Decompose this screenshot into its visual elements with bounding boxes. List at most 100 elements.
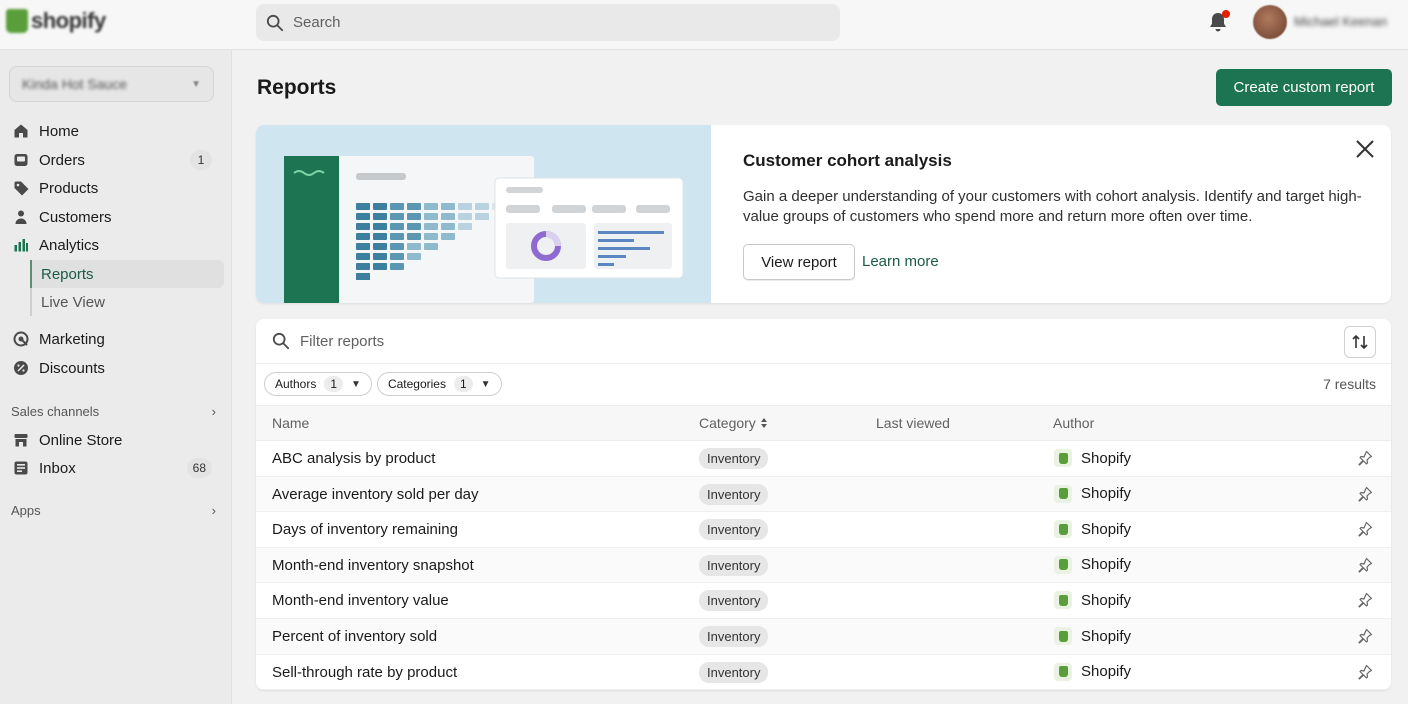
pin-icon[interactable] bbox=[1357, 486, 1373, 502]
heatmap-cell bbox=[373, 203, 387, 210]
caret-down-icon: ▼ bbox=[480, 378, 491, 390]
sidebar-item-products[interactable]: Products bbox=[0, 174, 224, 202]
filter-reports-input[interactable]: Filter reports bbox=[256, 319, 1391, 364]
pin-icon[interactable] bbox=[1357, 557, 1373, 573]
table-row[interactable]: Month-end inventory value Inventory Shopif… bbox=[256, 583, 1391, 619]
shopify-icon bbox=[1054, 520, 1072, 539]
apps-section[interactable]: Apps › bbox=[11, 503, 216, 518]
table-row[interactable]: Percent of inventory sold Inventory Shopif… bbox=[256, 619, 1391, 655]
reports-card: Filter reports Authors 1 ▼ Categories 1 … bbox=[256, 319, 1391, 690]
sidebar-item-label: Marketing bbox=[39, 330, 105, 348]
banner-title: Customer cohort analysis bbox=[743, 151, 952, 170]
logo-text: shopify bbox=[31, 8, 106, 33]
report-name-link[interactable]: Month-end inventory value bbox=[272, 592, 449, 610]
heatmap-cell bbox=[390, 213, 404, 220]
discount-icon bbox=[12, 359, 30, 377]
pin-icon[interactable] bbox=[1357, 628, 1373, 644]
sidebar-item-orders[interactable]: Orders 1 bbox=[0, 146, 224, 174]
column-header-category[interactable]: Category bbox=[699, 415, 768, 431]
inbox-icon bbox=[12, 459, 30, 477]
heatmap-cell bbox=[373, 253, 387, 260]
sidebar-item-live-view[interactable]: Live View bbox=[30, 288, 224, 316]
heatmap-cell bbox=[407, 213, 421, 220]
table-row[interactable]: Month-end inventory snapshot Inventory Sho… bbox=[256, 547, 1391, 584]
report-name-link[interactable]: ABC analysis by product bbox=[272, 450, 436, 467]
sidebar-item-customers[interactable]: Customers bbox=[0, 203, 224, 231]
heatmap-cell bbox=[390, 263, 404, 270]
sidebar-item-inbox[interactable]: Inbox 68 bbox=[0, 454, 224, 482]
column-header-name[interactable]: Name bbox=[272, 415, 310, 431]
heatmap-cell bbox=[356, 243, 370, 250]
author-cell: Shopify bbox=[1054, 484, 1131, 503]
category-badge: Inventory bbox=[699, 448, 769, 469]
orders-count-badge: 1 bbox=[190, 150, 212, 170]
shopify-logo[interactable]: shopify bbox=[6, 8, 106, 34]
heatmap-cell bbox=[458, 223, 472, 230]
sidebar-item-label: Home bbox=[39, 122, 80, 140]
sidebar-item-label: Online Store bbox=[39, 431, 123, 449]
table-row[interactable]: Average inventory sold per day Inventory S… bbox=[256, 476, 1391, 513]
sidebar-item-label: Orders bbox=[39, 151, 85, 169]
heatmap-cell bbox=[407, 233, 421, 240]
user-name[interactable]: Michael Keenan bbox=[1294, 14, 1388, 29]
heatmap-cell bbox=[390, 243, 404, 250]
report-name-link[interactable]: Month-end inventory snapshot bbox=[272, 556, 474, 574]
store-selector[interactable]: Kinda Hot Sauce ▼ bbox=[9, 66, 214, 102]
report-name-link[interactable]: Average inventory sold per day bbox=[272, 485, 479, 503]
sidebar-item-analytics[interactable]: Analytics bbox=[0, 231, 224, 259]
sort-button[interactable] bbox=[1344, 326, 1376, 358]
banner-description: Gain a deeper understanding of your cust… bbox=[743, 188, 1362, 225]
inbox-count-badge: 68 bbox=[186, 458, 212, 478]
sidebar: Kinda Hot Sauce ▼ Home Orders 1 Products… bbox=[0, 50, 232, 704]
table-row[interactable]: Days of inventory remaining Inventory Shop… bbox=[256, 512, 1391, 548]
sales-channels-section[interactable]: Sales channels › bbox=[11, 404, 216, 419]
sales-channels-label: Sales channels bbox=[11, 404, 100, 419]
cohort-illustration bbox=[256, 125, 711, 303]
report-name-link[interactable]: Percent of inventory sold bbox=[272, 628, 438, 645]
report-name-link[interactable]: Sell-through rate by product bbox=[272, 663, 458, 681]
search-bar[interactable]: Search bbox=[256, 4, 840, 41]
sidebar-item-home[interactable]: Home bbox=[0, 117, 224, 145]
author-name: Shopify bbox=[1081, 591, 1132, 609]
categories-filter-chip[interactable]: Categories 1 ▼ bbox=[376, 372, 502, 396]
create-custom-report-button[interactable]: Create custom report bbox=[1216, 69, 1392, 106]
column-header-author[interactable]: Author bbox=[1053, 415, 1095, 431]
author-name: Shopify bbox=[1081, 520, 1132, 538]
sidebar-item-discounts[interactable]: Discounts bbox=[0, 354, 224, 382]
sidebar-item-marketing[interactable]: Marketing bbox=[0, 325, 224, 353]
notifications-button[interactable] bbox=[1207, 10, 1231, 36]
caret-down-icon: ▼ bbox=[351, 378, 361, 390]
learn-more-link[interactable]: Learn more bbox=[862, 253, 939, 270]
author-cell: Shopify bbox=[1054, 555, 1131, 574]
chevron-down-icon: ▼ bbox=[191, 78, 201, 90]
pin-icon[interactable] bbox=[1357, 450, 1373, 466]
close-banner-button[interactable] bbox=[1352, 136, 1378, 162]
pin-icon[interactable] bbox=[1357, 592, 1373, 608]
orders-icon bbox=[12, 151, 30, 169]
category-badge: Inventory bbox=[699, 661, 769, 683]
report-name-link[interactable]: Days of inventory remaining bbox=[272, 521, 458, 539]
sidebar-item-reports[interactable]: Reports bbox=[30, 260, 224, 288]
heatmap-cell bbox=[356, 223, 370, 230]
pin-icon[interactable] bbox=[1357, 521, 1373, 537]
cohort-analysis-banner: Customer cohort analysis Gain a deeper u… bbox=[256, 125, 1391, 303]
view-report-button[interactable]: View report bbox=[743, 244, 855, 280]
column-header-category-label: Category bbox=[699, 415, 756, 431]
shopify-icon bbox=[1054, 484, 1072, 503]
avatar[interactable] bbox=[1253, 5, 1287, 39]
authors-filter-chip[interactable]: Authors 1 ▼ bbox=[264, 372, 372, 396]
pin-icon[interactable] bbox=[1357, 664, 1373, 680]
sidebar-item-label: Products bbox=[39, 179, 99, 197]
category-badge: Inventory bbox=[699, 626, 769, 647]
table-row[interactable]: Sell-through rate by product Inventory Sho… bbox=[256, 655, 1391, 690]
sidebar-subitem-label: Reports bbox=[41, 265, 94, 283]
heatmap-cell bbox=[390, 253, 404, 260]
sidebar-item-online-store[interactable]: Online Store bbox=[0, 426, 224, 454]
heatmap-cell bbox=[356, 253, 370, 260]
store-icon bbox=[12, 431, 30, 449]
table-body: ABC analysis by product Inventory Shopify A… bbox=[256, 441, 1391, 690]
heatmap-cell bbox=[373, 213, 387, 220]
table-row[interactable]: ABC analysis by product Inventory Shopify bbox=[256, 441, 1391, 477]
home-icon bbox=[12, 122, 30, 140]
column-header-last-viewed[interactable]: Last viewed bbox=[876, 415, 950, 431]
